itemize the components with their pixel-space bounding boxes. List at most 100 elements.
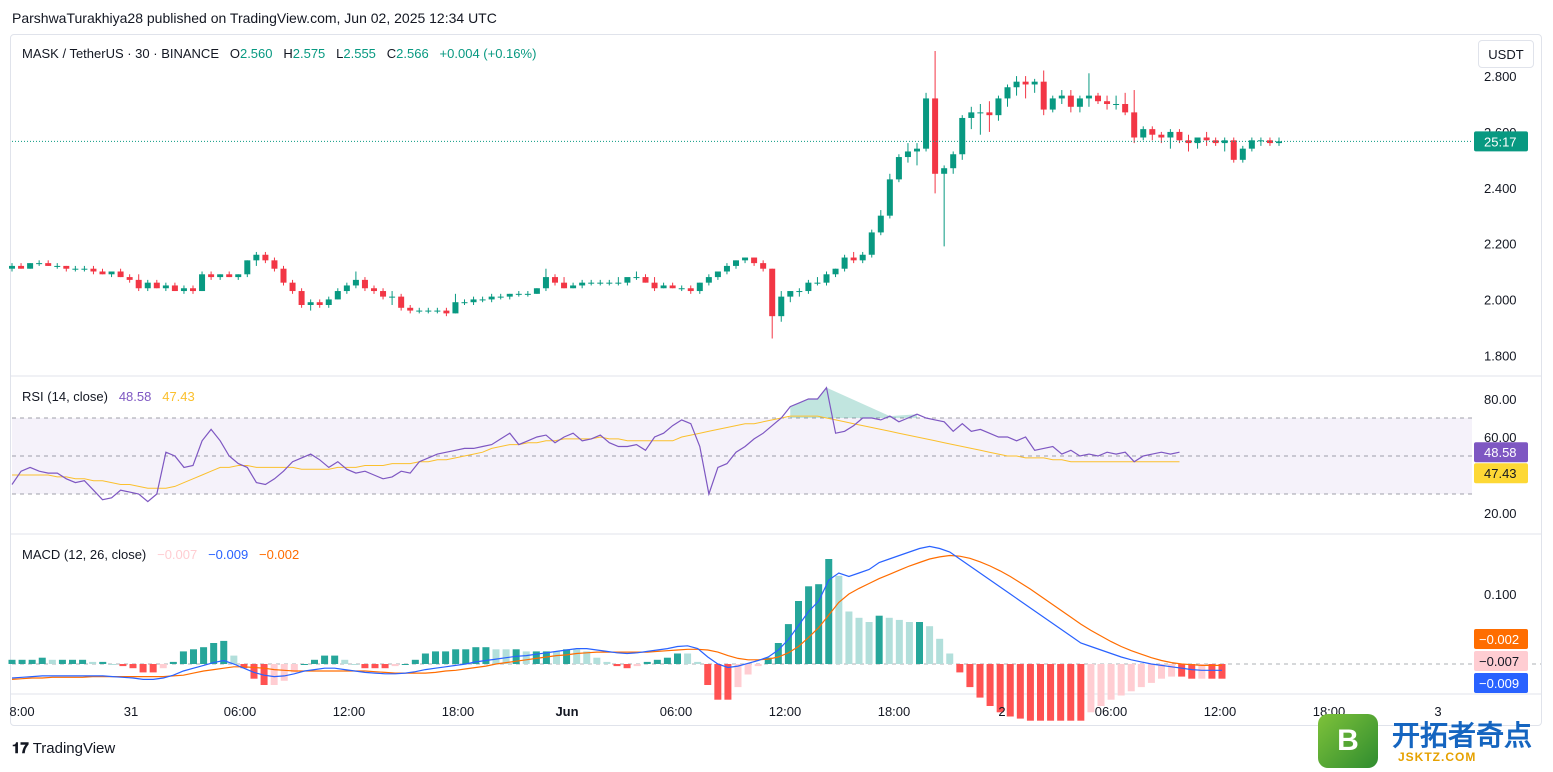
tradingview-mark-icon: 𝟏𝟕 xyxy=(12,740,29,757)
candle-body xyxy=(597,282,604,284)
candle-body xyxy=(45,263,52,266)
macd-histogram-bar xyxy=(1057,664,1065,721)
macd-histogram-bar xyxy=(694,661,702,664)
macd-histogram-bar xyxy=(270,664,278,685)
candle-body xyxy=(1104,101,1111,104)
macd-histogram-bar xyxy=(1077,664,1085,721)
macd-histogram-bar xyxy=(442,651,450,664)
candle-body xyxy=(488,296,495,300)
macd-histogram-bar xyxy=(230,655,238,664)
macd-histogram-bar xyxy=(472,647,480,664)
rsi-value-tag-label: 48.58 xyxy=(1484,445,1517,460)
macd-histogram-bar xyxy=(1208,664,1216,679)
macd-legend: MACD (12, 26, close) −0.007 −0.009 −0.00… xyxy=(22,547,299,562)
macd-histogram-bar xyxy=(421,653,429,664)
candle-body xyxy=(624,277,631,283)
macd-histogram-bar xyxy=(815,584,823,664)
candle-body xyxy=(217,274,224,278)
candle-body xyxy=(832,268,839,275)
macd-histogram-bar xyxy=(895,619,903,664)
macd-histogram-bar xyxy=(129,664,137,669)
macd-histogram-bar xyxy=(1127,664,1135,692)
candle-body xyxy=(579,282,586,286)
macd-histogram-bar xyxy=(8,659,16,664)
macd-histogram-bar xyxy=(169,661,177,664)
candle-body xyxy=(334,291,341,300)
candle-body xyxy=(850,257,857,261)
currency-button[interactable]: USDT xyxy=(1478,40,1534,68)
candle-body xyxy=(1004,87,1011,99)
candle-body xyxy=(1131,112,1138,138)
candle-body xyxy=(389,296,396,298)
macd-histogram-bar xyxy=(996,664,1004,713)
candle-body xyxy=(461,302,468,304)
macd-histogram-bar xyxy=(502,649,510,664)
macd-histogram-bar xyxy=(764,657,772,664)
macd-value-tag xyxy=(1474,673,1528,693)
rsi-line xyxy=(11,386,1180,503)
macd-histogram-bar xyxy=(260,664,268,685)
macd-histogram-bar xyxy=(462,649,470,664)
macd-histogram-bar xyxy=(371,664,379,669)
candle-body xyxy=(651,282,658,289)
candle-body xyxy=(126,277,133,280)
macd-histogram-bar xyxy=(926,626,934,664)
candle-body xyxy=(524,293,531,295)
macd-histogram-bar xyxy=(663,657,671,664)
macd-histogram-bar xyxy=(1087,664,1095,713)
candle-body xyxy=(1113,104,1120,105)
candle-body xyxy=(1076,98,1083,107)
close-label: C xyxy=(386,46,397,61)
macd-signal-tag-label: −0.002 xyxy=(1479,632,1519,647)
candle-body xyxy=(1095,95,1101,102)
macd-histogram-bar xyxy=(1067,664,1075,721)
candle-body xyxy=(642,277,649,283)
time-axis-tick: 2 xyxy=(998,704,1005,719)
macd-signal-value: −0.002 xyxy=(259,547,300,562)
price-axis-tick: 2.000 xyxy=(1484,292,1517,307)
macd-histogram-bar xyxy=(936,638,944,664)
macd-histogram-bar xyxy=(603,661,611,664)
macd-hist-value: −0.007 xyxy=(157,547,198,562)
candle-body xyxy=(27,263,34,269)
candle-body xyxy=(570,285,577,289)
candle-body xyxy=(1058,95,1065,99)
candle-body xyxy=(235,274,242,278)
time-axis-tick: 06:00 xyxy=(224,704,257,719)
candle-body xyxy=(1022,81,1029,85)
candle-body xyxy=(352,279,359,286)
tradingview-logo[interactable]: 𝟏𝟕 TradingView xyxy=(12,740,115,757)
candle-body xyxy=(36,263,43,265)
candle-body xyxy=(959,117,966,155)
change-value: +0.004 (+0.16%) xyxy=(439,46,537,61)
high-label: H xyxy=(283,46,293,61)
rsi-ma-line xyxy=(12,415,1180,489)
macd-histogram-bar xyxy=(573,649,581,664)
candle-body xyxy=(226,274,233,278)
macd-histogram-bar xyxy=(805,586,813,664)
macd-histogram-bar xyxy=(311,659,318,664)
macd-histogram-bar xyxy=(1016,664,1024,719)
macd-hist-tag xyxy=(1474,651,1528,671)
macd-title: MACD (12, 26, close) xyxy=(22,547,147,562)
macd-histogram-bar xyxy=(280,664,288,681)
candle-body xyxy=(542,277,549,289)
macd-histogram-bar xyxy=(250,664,258,679)
rsi-ma-tag-label: 47.43 xyxy=(1484,466,1517,481)
macd-histogram-bar xyxy=(1026,664,1034,721)
macd-histogram-bar xyxy=(653,659,661,664)
macd-histogram-bar xyxy=(905,622,913,664)
last-price-label: 25:17 xyxy=(1484,134,1517,149)
candle-body xyxy=(244,260,251,275)
symbol-label: MASK / TetherUS · 30 · BINANCE xyxy=(22,46,219,61)
macd-histogram-bar xyxy=(885,617,893,664)
candle-body xyxy=(398,296,405,308)
time-axis-tick: 06:00 xyxy=(660,704,693,719)
macd-histogram-bar xyxy=(79,659,87,664)
candle-body xyxy=(914,148,920,152)
macd-histogram-bar xyxy=(916,622,923,664)
macd-histogram-bar xyxy=(300,664,308,665)
candle-body xyxy=(506,293,513,297)
time-axis-tick: 06:00 xyxy=(1095,704,1128,719)
